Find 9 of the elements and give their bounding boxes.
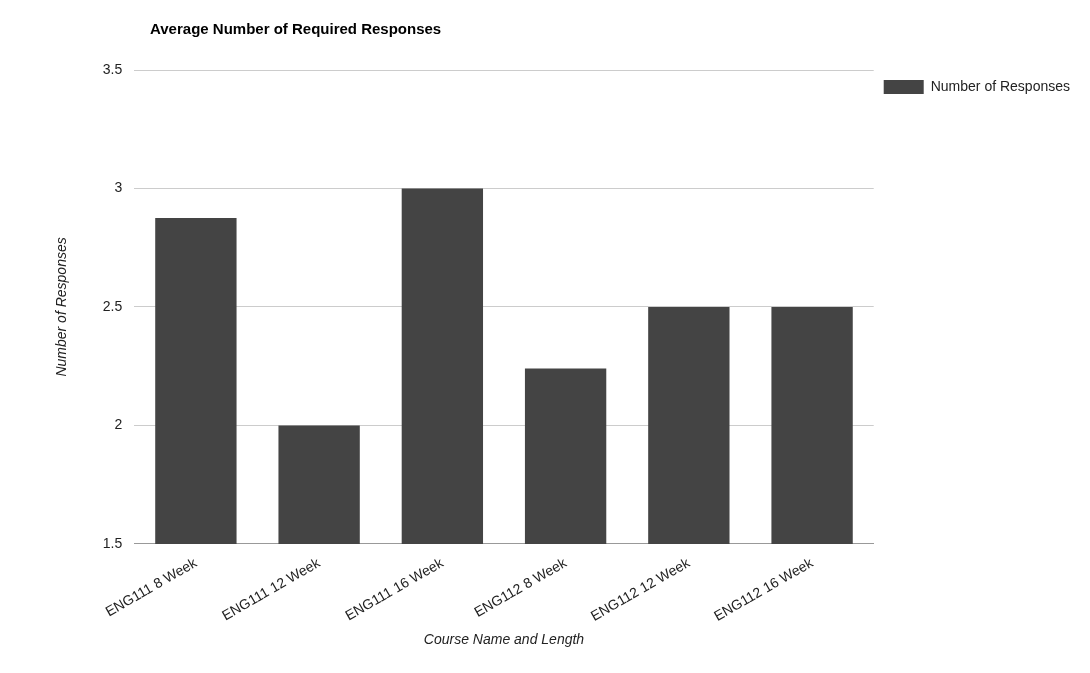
x-axis-title: Course Name and Length [423, 631, 585, 648]
chart-title: Average Number of Required Responses [150, 20, 442, 37]
y-tick-label: 3 [114, 179, 123, 196]
y-tick-label: 1.5 [102, 534, 123, 551]
legend-label: Number of Responses [930, 77, 1071, 94]
y-tick-label: 3.5 [102, 60, 123, 77]
y-axis-title: Number of Responses [53, 237, 70, 377]
y-tick-label: 2 [114, 416, 123, 433]
y-tick-label: 2.5 [102, 297, 123, 314]
